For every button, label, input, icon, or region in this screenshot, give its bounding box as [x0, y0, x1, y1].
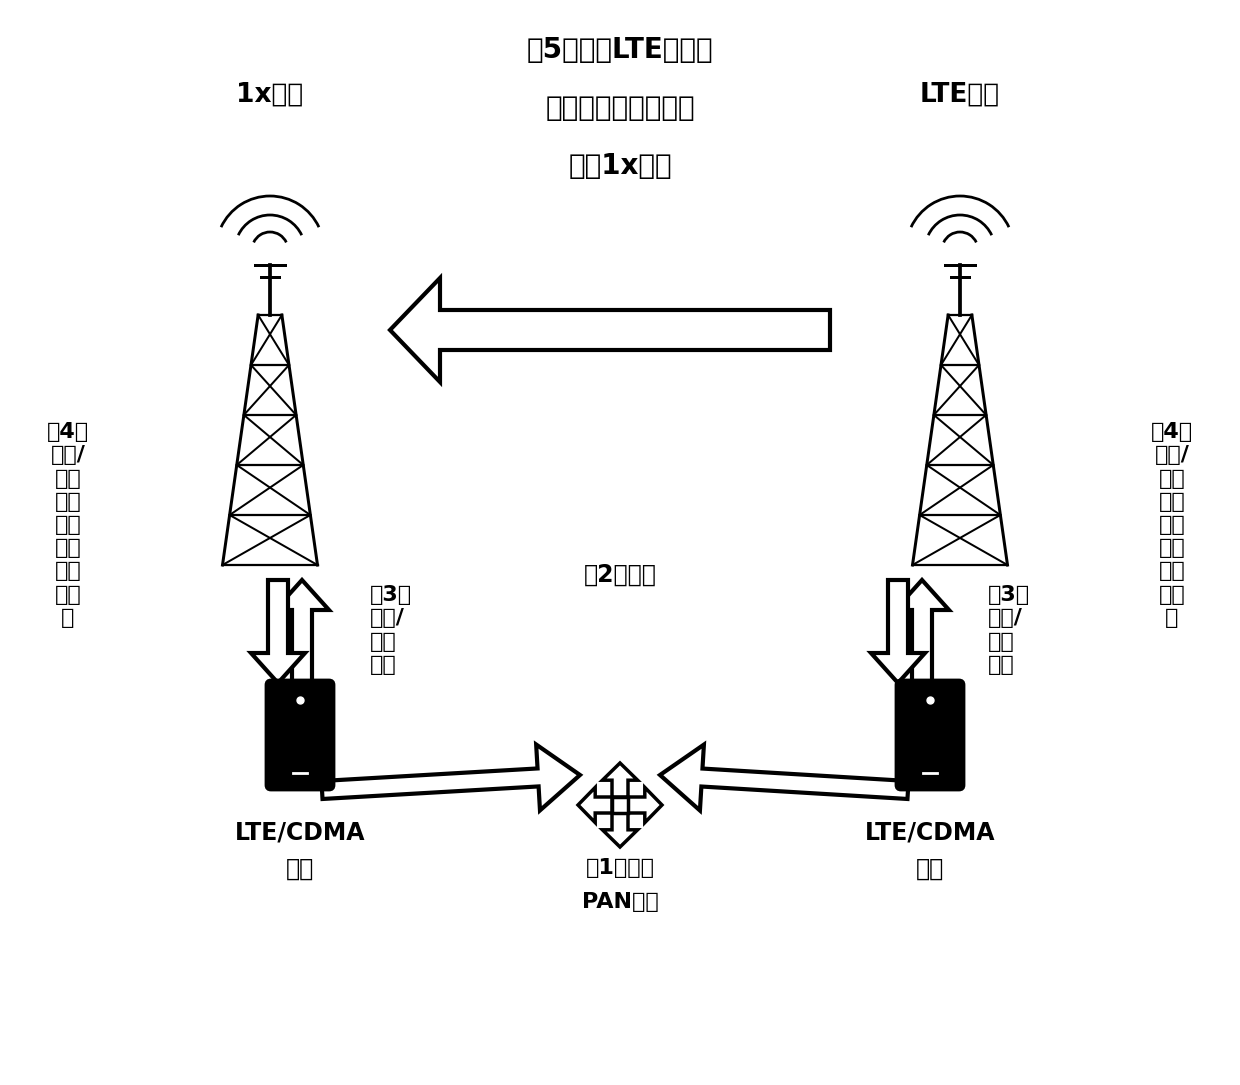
Polygon shape	[321, 744, 580, 810]
Text: （4）
接收/
代理
接收
系统
信息
及寻
呼消
息: （4） 接收/ 代理 接收 系统 信息 及寻 呼消 息	[47, 422, 89, 628]
Polygon shape	[613, 797, 627, 813]
Text: 换到1x网络: 换到1x网络	[568, 152, 672, 180]
Text: （3）
注册/
代理
注册: （3） 注册/ 代理 注册	[988, 585, 1030, 675]
Polygon shape	[603, 763, 637, 797]
Text: 终端: 终端	[286, 857, 314, 881]
Text: PAN网络: PAN网络	[582, 892, 658, 912]
Text: 终端: 终端	[916, 857, 944, 881]
Text: （1）加入: （1）加入	[585, 858, 655, 878]
Text: LTE/CDMA: LTE/CDMA	[234, 821, 366, 845]
Polygon shape	[250, 580, 305, 682]
Text: （2）配对: （2）配对	[584, 563, 656, 587]
Text: （3）
注册/
代理
注册: （3） 注册/ 代理 注册	[370, 585, 412, 675]
Polygon shape	[870, 580, 925, 682]
Text: （5）注册LTE网络的: （5）注册LTE网络的	[527, 36, 713, 64]
Polygon shape	[603, 813, 637, 847]
FancyBboxPatch shape	[267, 680, 334, 790]
Text: （4）
接收/
代理
接收
系统
信息
及寻
呼消
息: （4） 接收/ 代理 接收 系统 信息 及寻 呼消 息	[1151, 422, 1193, 628]
FancyBboxPatch shape	[897, 680, 963, 790]
Polygon shape	[895, 580, 949, 682]
Polygon shape	[578, 788, 613, 822]
Text: LTE/CDMA: LTE/CDMA	[864, 821, 996, 845]
Text: 终端响应语音寻呼切: 终端响应语音寻呼切	[546, 94, 694, 122]
Polygon shape	[391, 278, 830, 382]
Polygon shape	[275, 580, 329, 682]
Text: LTE网络: LTE网络	[920, 82, 1001, 108]
Polygon shape	[627, 788, 662, 822]
Polygon shape	[660, 744, 909, 810]
Text: 1x网络: 1x网络	[237, 82, 304, 108]
